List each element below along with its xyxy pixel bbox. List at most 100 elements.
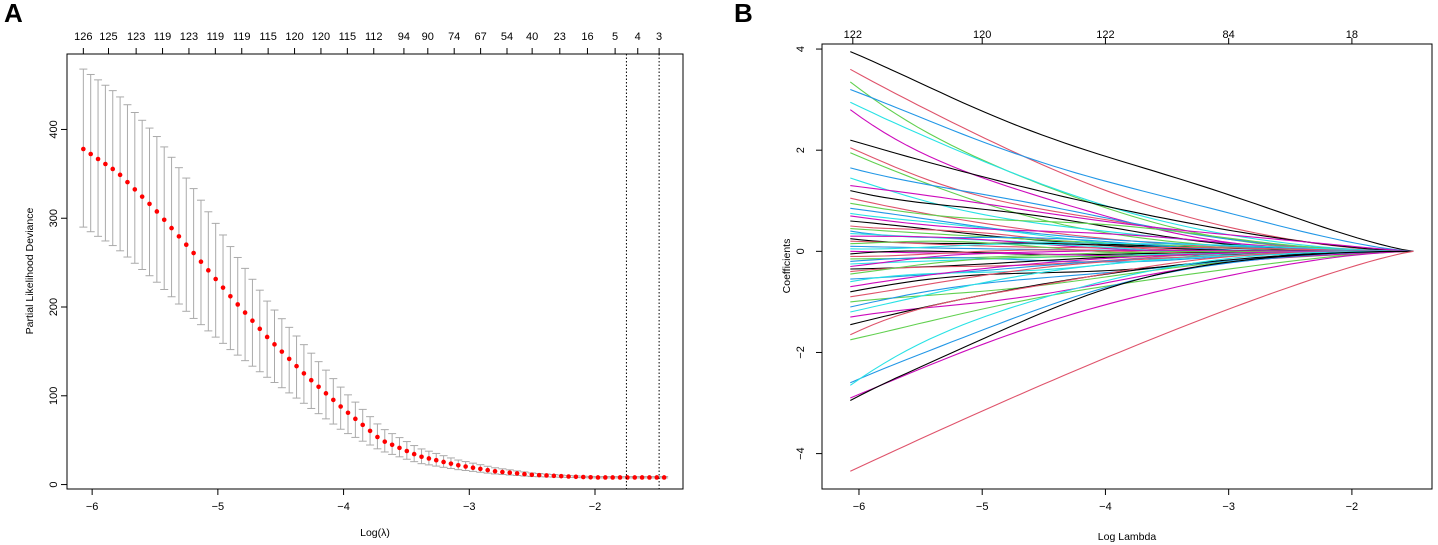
- deviance-point: [132, 187, 138, 192]
- deviance-point: [161, 217, 167, 223]
- deviance-point: [617, 475, 623, 480]
- x-tick-label: −6: [853, 501, 866, 513]
- x-tick-label: −2: [1346, 501, 1359, 513]
- deviance-point: [147, 201, 152, 207]
- top-tick-label: 119: [207, 31, 225, 43]
- y-tick-label: 200: [48, 298, 60, 316]
- deviance-point: [257, 326, 263, 332]
- deviance-point: [463, 464, 468, 469]
- top-tick-label: 74: [448, 31, 460, 43]
- top-tick-label: 122: [844, 29, 862, 41]
- deviance-point: [235, 302, 241, 307]
- coefficient-path: [850, 215, 1414, 252]
- y-tick-label: −2: [795, 346, 807, 359]
- deviance-point: [183, 242, 189, 247]
- top-tick-label: 115: [259, 31, 277, 43]
- top-tick-label: 120: [312, 31, 330, 43]
- deviance-point: [507, 470, 513, 475]
- deviance-point: [125, 179, 130, 185]
- deviance-point: [558, 473, 564, 479]
- deviance-point: [654, 475, 660, 480]
- deviance-point: [536, 472, 542, 478]
- deviance-point: [603, 475, 608, 480]
- x-tick-label: −5: [212, 501, 225, 513]
- deviance-point: [485, 467, 490, 473]
- top-tick-label: 23: [554, 31, 566, 43]
- deviance-point: [544, 473, 549, 478]
- top-tick-label: 94: [398, 31, 410, 43]
- panel-letter-b: B: [734, 0, 753, 28]
- deviance-point: [95, 156, 101, 162]
- deviance-point: [198, 259, 204, 264]
- coefficient-path: [850, 240, 1414, 252]
- deviance-point: [661, 475, 667, 480]
- top-tick-label: 120: [285, 31, 303, 43]
- deviance-point: [522, 471, 527, 477]
- y-axis-b: −4 −2 0 2 4: [795, 46, 822, 460]
- deviance-point: [272, 342, 277, 347]
- deviance-point: [389, 442, 395, 448]
- coefficient-path: [850, 202, 1414, 252]
- deviance-point: [529, 472, 535, 478]
- deviance-point: [382, 439, 388, 444]
- deviance-point: [566, 474, 571, 479]
- x-tick-label: −4: [337, 501, 350, 513]
- lambda-reference-lines: [625, 54, 660, 489]
- deviance-point: [286, 356, 292, 362]
- deviance-point: [206, 268, 211, 273]
- x-tick-label: −2: [589, 501, 602, 513]
- plot-frame-a: [66, 53, 684, 490]
- top-tick-label: 16: [581, 31, 593, 43]
- coefficient-path: [850, 101, 1414, 252]
- coefficient-path-chart: −6 −5 −4 −3 −2 −4 −2 0 2 4 122 120 122 84 18 Log Lam…: [781, 29, 1433, 543]
- coefficient-path: [850, 233, 1414, 252]
- deviance-point: [367, 428, 373, 434]
- deviance-point: [588, 475, 593, 480]
- deviance-point: [433, 457, 439, 463]
- y-tick-label: −4: [795, 447, 807, 460]
- deviance-point: [647, 475, 652, 480]
- deviance-point: [103, 161, 108, 167]
- deviance-point: [610, 475, 615, 480]
- x-tick-label: −3: [1222, 501, 1235, 513]
- deviance-point: [228, 294, 233, 299]
- coefficient-path: [850, 51, 1414, 252]
- deviance-point: [301, 371, 307, 376]
- deviance-point: [448, 461, 454, 466]
- y-axis-title-a: Partial Likelihood Deviance: [24, 208, 36, 335]
- x-tick-label: −6: [86, 501, 99, 513]
- deviance-point: [250, 318, 255, 324]
- deviance-point: [176, 234, 182, 239]
- panel-letter-a: A: [4, 0, 23, 28]
- y-tick-label: 0: [795, 248, 807, 254]
- top-tick-label: 4: [635, 31, 641, 43]
- cv-deviance-chart: −6 −5 −4 −3 −2 0 100 200 300 400 126 125 123 119 123…: [24, 31, 684, 539]
- deviance-point: [639, 475, 645, 480]
- deviance-point: [470, 465, 476, 471]
- top-tick-label: 5: [612, 31, 618, 43]
- deviance-point: [213, 276, 218, 282]
- top-tick-label: 122: [1096, 29, 1114, 41]
- top-tick-label: 112: [365, 31, 383, 43]
- deviance-point: [478, 466, 483, 472]
- deviance-point: [500, 469, 505, 475]
- deviance-point: [625, 475, 630, 480]
- coefficient-path: [850, 88, 1414, 252]
- deviance-point: [426, 456, 432, 461]
- deviance-point: [220, 285, 226, 290]
- top-tick-label: 126: [74, 31, 92, 43]
- deviance-point: [632, 475, 638, 480]
- top-tick-label: 119: [154, 31, 172, 43]
- top-tick-label: 84: [1223, 29, 1235, 41]
- x-axis-title-a: Log(λ): [360, 527, 390, 539]
- coefficient-path: [850, 250, 1414, 472]
- coefficient-path: [850, 185, 1414, 252]
- top-axis-a: 126 125 123 119 123 119 119 115 120 120 115 112 94 90…: [74, 31, 662, 54]
- top-tick-label: 119: [233, 31, 251, 43]
- deviance-point: [375, 434, 380, 440]
- top-tick-label: 90: [422, 31, 434, 43]
- y-tick-label: 0: [48, 481, 60, 487]
- y-tick-label: 300: [48, 209, 60, 227]
- y-tick-label: 400: [48, 120, 60, 138]
